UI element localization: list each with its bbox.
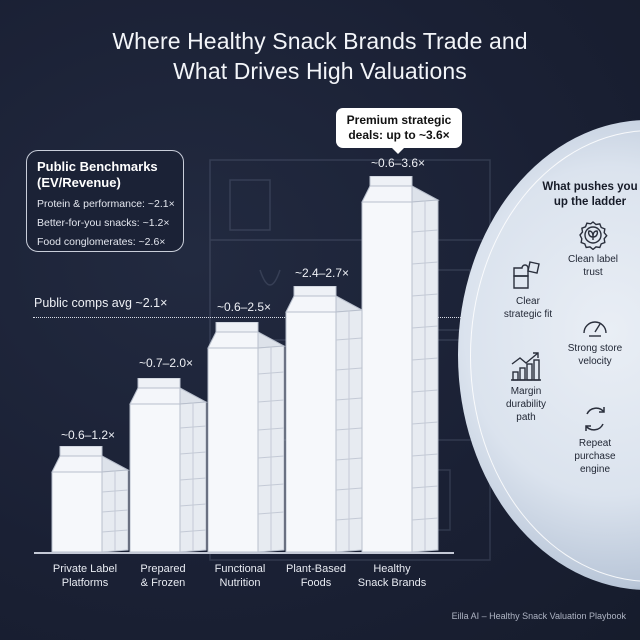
growth-bars-icon [511, 352, 541, 381]
driver-label: path [516, 412, 536, 423]
title-line-1: Where Healthy Snack Brands Trade and [112, 28, 528, 54]
footer-credit: Eilla AI – Healthy Snack Valuation Playb… [451, 611, 626, 621]
category-label: Private Label Platforms [40, 562, 130, 590]
category-label-line: Healthy [373, 563, 411, 575]
benchmark-row: Better-for-you snacks: ~1.2× [37, 217, 170, 229]
category-label-line: Foods [300, 577, 332, 589]
category-label-line: Nutrition [219, 577, 261, 589]
driver-strong-store-velocity: Strong store velocity [555, 313, 635, 368]
public-comps-avg-label: Public comps avg ~2.1× [34, 296, 168, 310]
title-line-2: What Drives High Valuations [173, 58, 467, 84]
benchmarks-subheading: (EV/Revenue) [37, 175, 121, 190]
category-label: Prepared & Frozen [118, 562, 208, 590]
public-comps-avg-line [33, 317, 463, 318]
driver-label: velocity [578, 356, 612, 367]
drivers-title: What pushes you up the ladder [530, 180, 640, 210]
driver-margin-durability-path: Margin durability path [486, 350, 566, 424]
category-label-line: Platforms [61, 577, 109, 589]
puzzle-icon [513, 261, 540, 289]
driver-label: Repeat [578, 438, 612, 449]
drivers-title-line-1: What pushes you [542, 181, 638, 193]
benchmarks-heading: Public Benchmarks [37, 159, 158, 174]
benchmark-row: Food conglomerates: ~2.6× [37, 236, 166, 248]
category-label-line: Private Label [52, 563, 118, 575]
driver-clear-strategic-fit: Clear strategic fit [488, 258, 568, 321]
category-label: Functional Nutrition [195, 562, 285, 590]
category-label-line: Functional [214, 563, 266, 575]
premium-deals-callout: Premium strategic deals: up to ~3.6× [336, 108, 462, 154]
bar-functional-nutrition [207, 322, 286, 553]
category-label: Plant-Based Foods [271, 562, 361, 590]
category-label-line: Plant-Based [286, 563, 346, 575]
range-label: ~0.6–3.6× [370, 156, 426, 170]
leaf-badge-icon [579, 221, 608, 250]
category-label-line: Prepared [140, 563, 186, 575]
range-label: ~0.7–2.0× [138, 356, 194, 370]
category-label-line: & Frozen [140, 577, 186, 589]
driver-label: Margin [510, 386, 542, 397]
driver-repeat-purchase-engine: Repeat purchase engine [555, 404, 635, 476]
page-title: Where Healthy Snack Brands Trade and Wha… [0, 26, 640, 86]
category-label-line: Snack Brands [357, 577, 427, 589]
x-axis-baseline [34, 552, 454, 554]
range-label: ~2.4–2.7× [294, 266, 350, 280]
callout-line-1: Premium strategic [346, 113, 452, 127]
driver-label: Clear [516, 296, 540, 307]
public-benchmarks-box: Public Benchmarks (EV/Revenue) Protein &… [26, 150, 184, 252]
driver-label: Clean label [567, 254, 619, 265]
range-label: ~0.6–2.5× [216, 300, 272, 314]
benchmark-row: Protein & performance: ~2.1× [37, 198, 175, 210]
bar-healthy-snack-brands [361, 176, 440, 553]
drivers-title-line-2: up the ladder [553, 196, 627, 208]
driver-label: engine [579, 464, 611, 475]
bar-plant-based-foods [285, 286, 364, 553]
speedometer-icon [583, 321, 607, 337]
bar-private-label-platforms [51, 446, 130, 553]
driver-clean-label-trust: Clean label trust [553, 220, 633, 279]
driver-label: strategic fit [503, 309, 553, 320]
category-label: Healthy Snack Brands [347, 562, 437, 590]
refresh-cycle-icon [585, 407, 605, 431]
driver-label: durability [505, 399, 547, 410]
range-label: ~0.6–1.2× [60, 428, 116, 442]
bar-prepared-frozen [129, 378, 208, 553]
driver-label: trust [583, 267, 603, 278]
callout-line-2: deals: up to ~3.6× [348, 128, 450, 142]
driver-label: purchase [574, 451, 616, 462]
driver-label: Strong store [567, 343, 623, 354]
